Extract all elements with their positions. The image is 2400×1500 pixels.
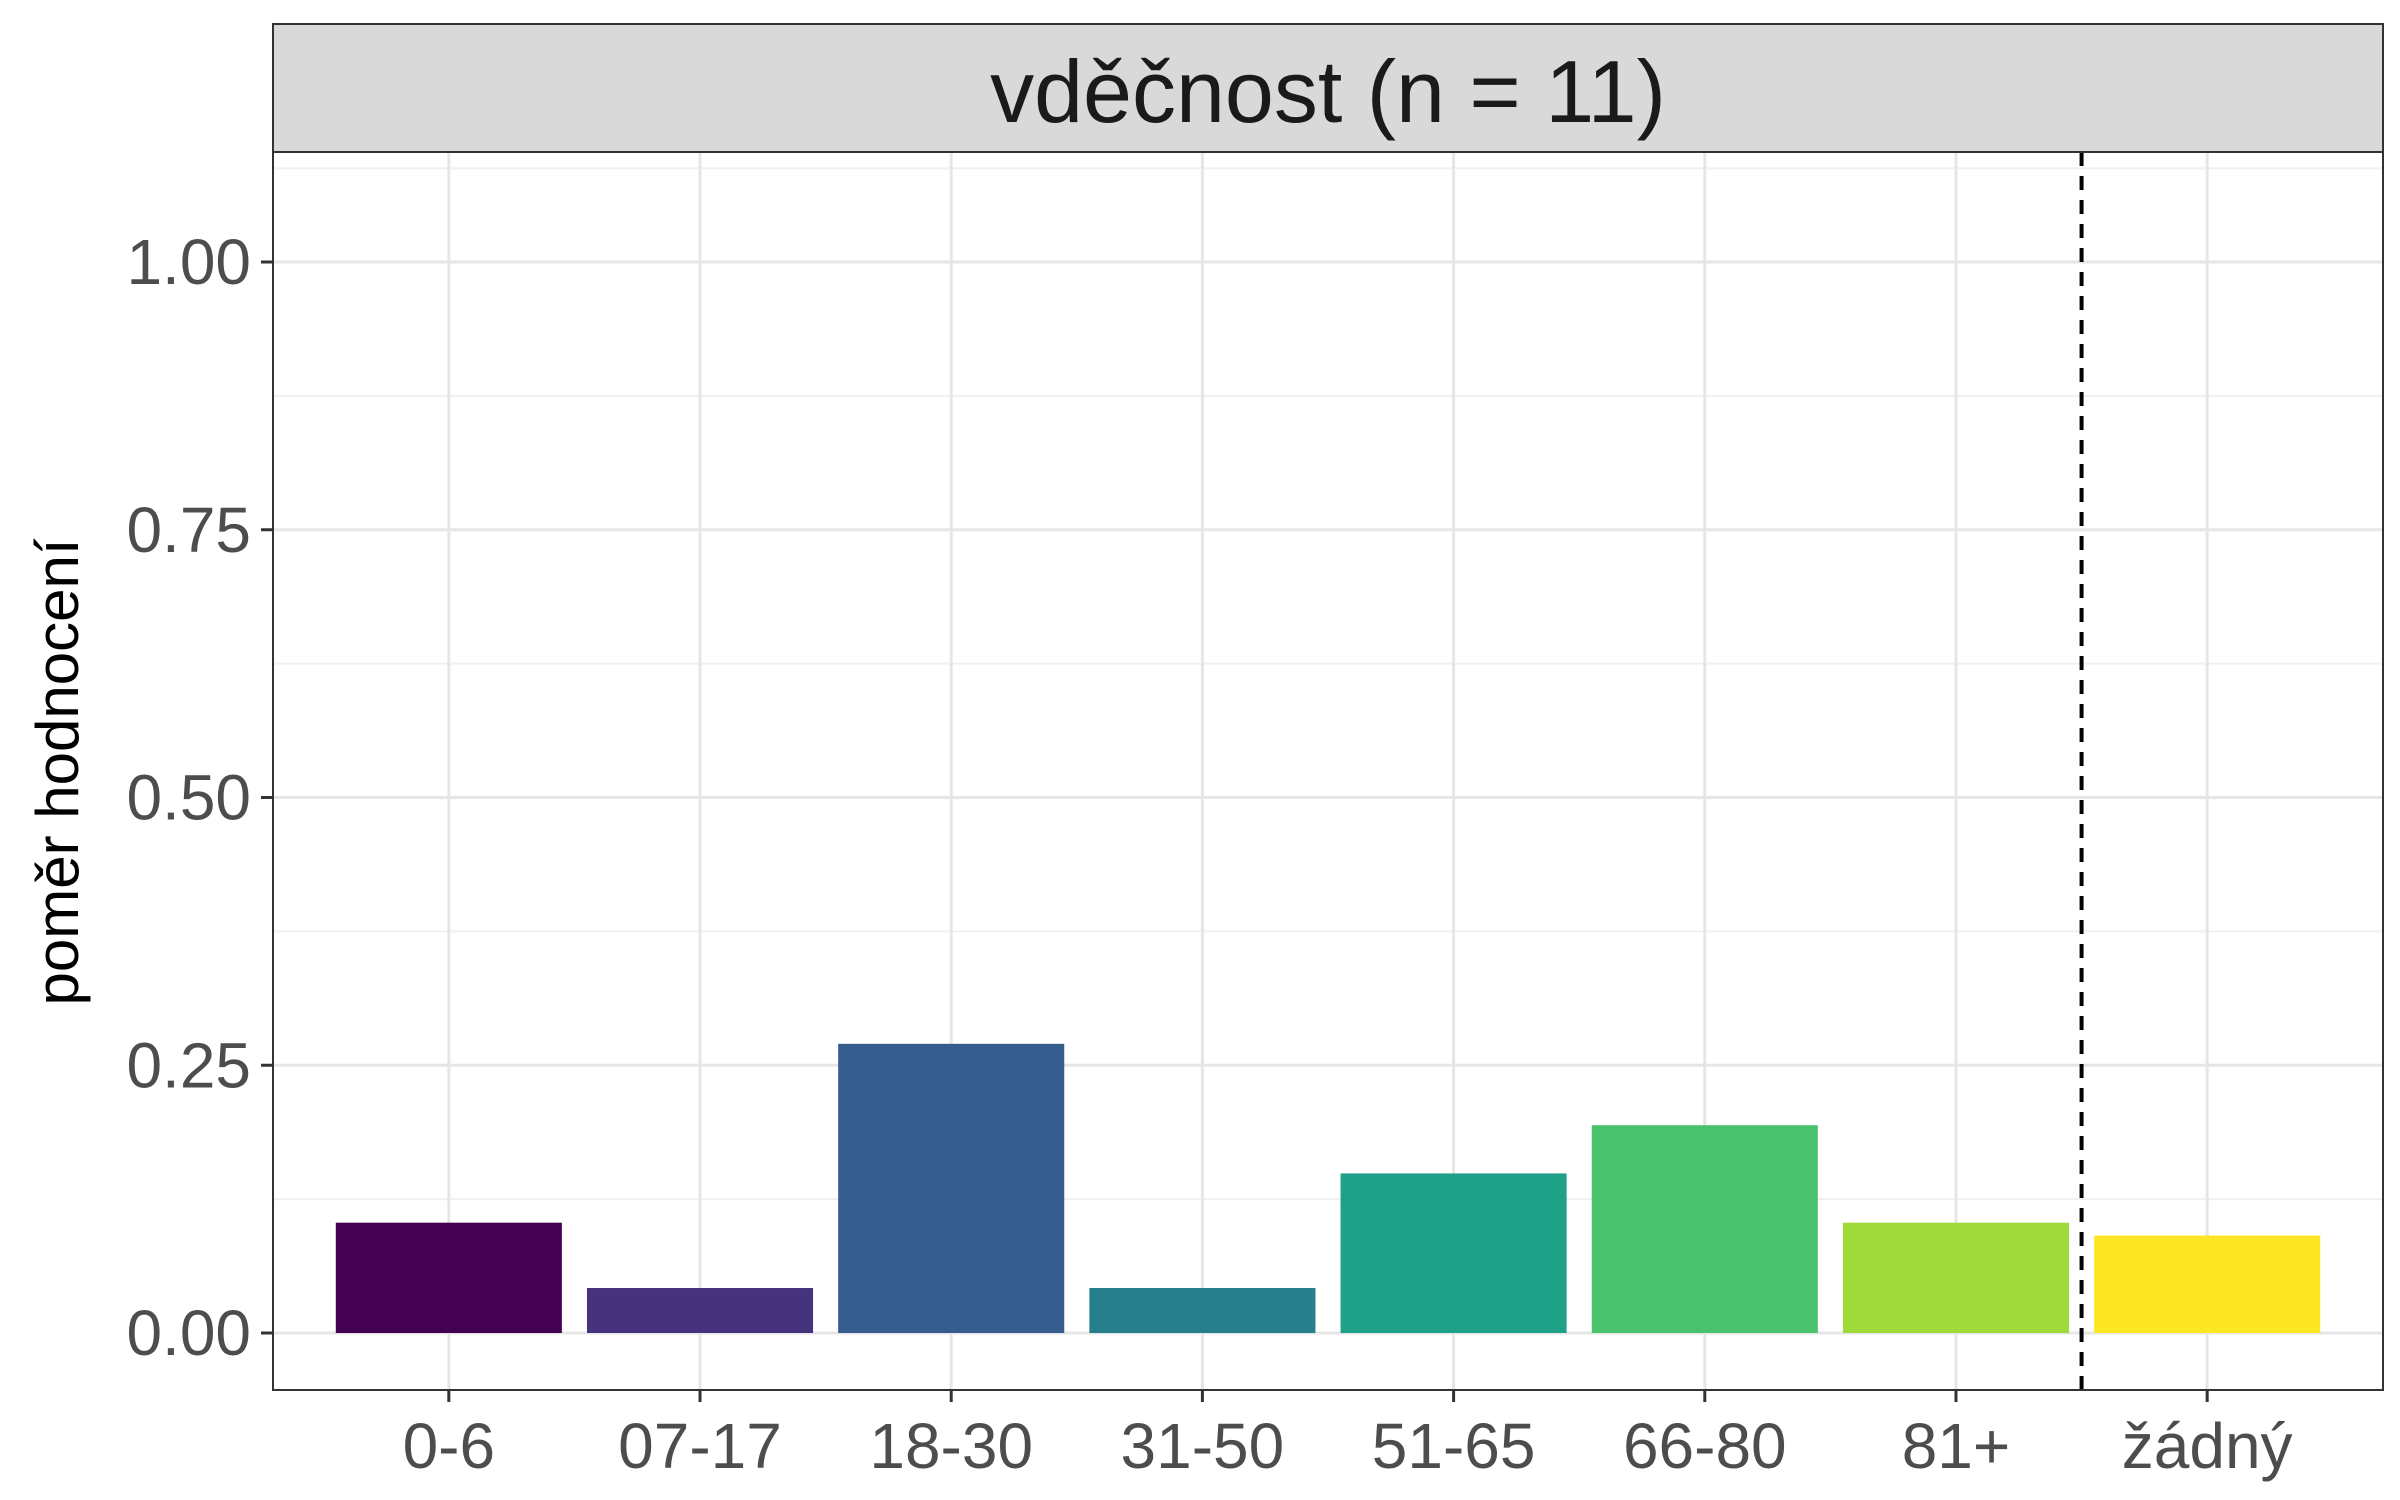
bar-0-6 <box>335 1222 562 1333</box>
y-axis-title: poměr hodnocení <box>24 538 91 1005</box>
x-tick-label: 51-65 <box>1372 1410 1536 1482</box>
x-tick-label: 07-17 <box>618 1410 782 1482</box>
x-tick-label: žádný <box>2122 1410 2293 1482</box>
bar-66-80 <box>1591 1125 1818 1333</box>
bars <box>335 1043 2321 1333</box>
grid <box>273 152 2383 1390</box>
bar-07-17 <box>586 1288 814 1333</box>
x-tick-label: 66-80 <box>1623 1410 1787 1482</box>
y-tick-label: 0.25 <box>126 1029 251 1101</box>
y-tick-label: 1.00 <box>126 226 251 298</box>
y-axis: 0.00 0.25 0.50 0.75 1.00 <box>126 226 273 1369</box>
x-tick-label: 81+ <box>1902 1410 2011 1482</box>
x-tick-label: 0-6 <box>403 1410 496 1482</box>
strip-background <box>272 23 2384 153</box>
x-tick-label: 18-30 <box>869 1410 1033 1482</box>
bar-51-65 <box>1340 1173 1567 1333</box>
facet-strip: vděčnost (n = 11) <box>272 23 2384 153</box>
bar-81+ <box>1842 1222 2070 1333</box>
y-tick-label: 0.50 <box>126 762 251 834</box>
bar-31-50 <box>1089 1288 1316 1333</box>
x-tick-label: 31-50 <box>1121 1410 1285 1482</box>
y-tick-label: 0.00 <box>126 1297 251 1369</box>
bar-18-30 <box>838 1043 1065 1333</box>
chart-title: vděčnost (n = 11) <box>990 42 1666 141</box>
y-tick-label: 0.75 <box>126 494 251 566</box>
panel-border <box>272 151 2384 1391</box>
x-axis: 0-6 07-17 18-30 31-50 51-65 66-80 81+ žádný <box>403 1390 2293 1482</box>
bar-žádný <box>2094 1235 2321 1333</box>
